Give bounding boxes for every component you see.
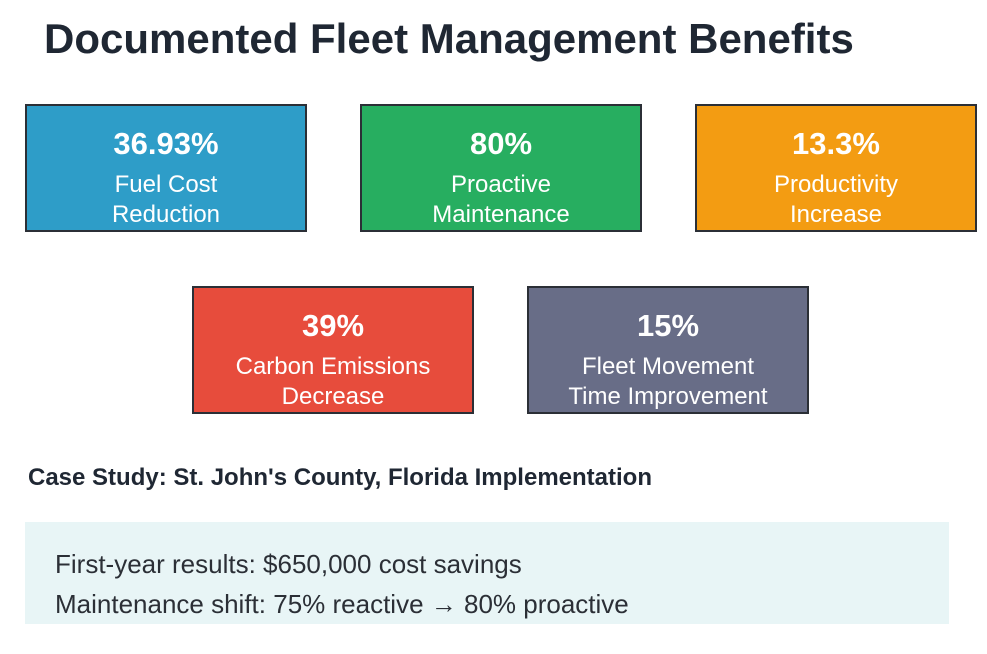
card-label: Productivity Increase bbox=[697, 170, 975, 230]
card-label-line: Fuel Cost bbox=[114, 171, 218, 198]
fuel-cost-card: 36.93% Fuel Cost Reduction bbox=[25, 104, 307, 232]
case-study-title: Case Study: St. John's County, Florida I… bbox=[28, 464, 652, 491]
card-label-line: Reduction bbox=[111, 201, 221, 228]
card-label-line: Maintenance bbox=[432, 201, 570, 228]
card-value: 13.3% bbox=[792, 126, 880, 161]
card-label-line: Decrease bbox=[281, 383, 385, 410]
card-label-line: Carbon Emissions bbox=[235, 353, 431, 380]
card-label-line: Productivity bbox=[773, 171, 899, 198]
case-study-line: First-year results: $650,000 cost saving… bbox=[55, 549, 522, 579]
card-label-line: Fleet Movement bbox=[581, 353, 755, 380]
card-value: 15% bbox=[636, 308, 700, 343]
card-label-line: Proactive bbox=[450, 171, 552, 198]
card-value: 39% bbox=[301, 308, 365, 343]
card-label: Carbon Emissions Decrease bbox=[194, 352, 472, 412]
card-label: Fleet Movement Time Improvement bbox=[529, 352, 807, 412]
case-study-box: First-year results: $650,000 cost saving… bbox=[25, 522, 949, 624]
card-label: Fuel Cost Reduction bbox=[27, 170, 305, 230]
productivity-card: 13.3% Productivity Increase bbox=[695, 104, 977, 232]
case-study-line: Maintenance shift: 75% reactive → 80% pr… bbox=[55, 589, 629, 619]
card-label-line: Increase bbox=[789, 201, 883, 228]
fleet-movement-card: 15% Fleet Movement Time Improvement bbox=[527, 286, 809, 414]
card-label: Proactive Maintenance bbox=[362, 170, 640, 230]
page-title: Documented Fleet Management Benefits bbox=[44, 15, 854, 62]
card-value: 36.93% bbox=[113, 126, 219, 161]
carbon-emissions-card: 39% Carbon Emissions Decrease bbox=[192, 286, 474, 414]
proactive-maintenance-card: 80% Proactive Maintenance bbox=[360, 104, 642, 232]
card-value: 80% bbox=[469, 126, 533, 161]
card-label-line: Time Improvement bbox=[568, 383, 768, 410]
